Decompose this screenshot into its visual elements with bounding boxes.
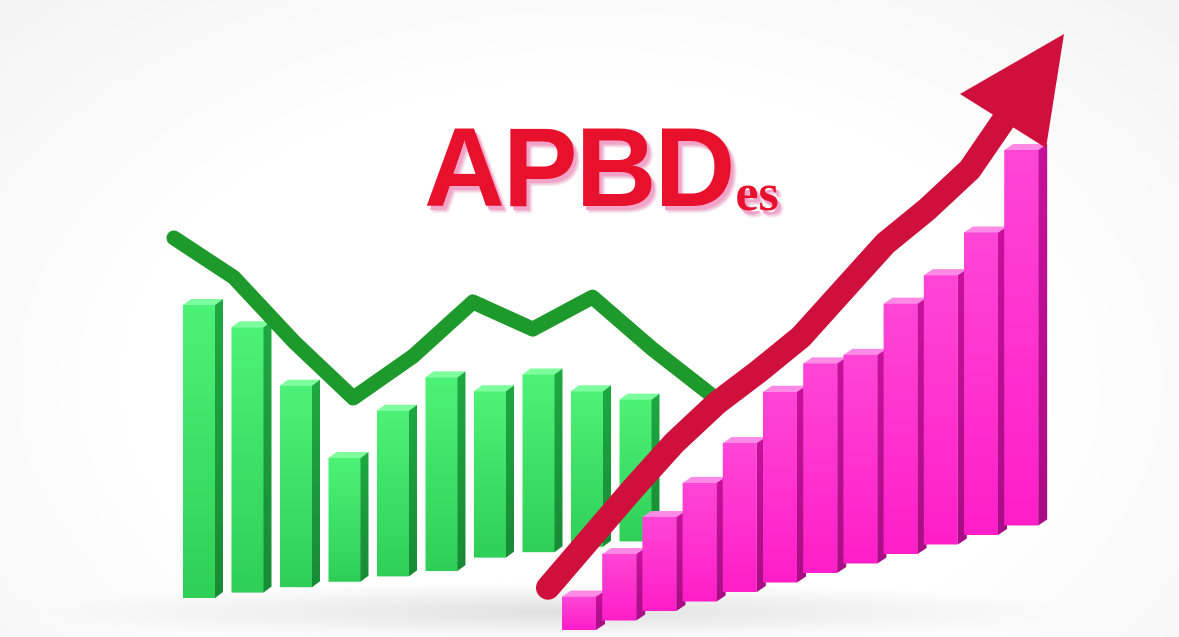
title-suffix: es: [735, 165, 779, 222]
pink-bar: [642, 510, 686, 611]
pink-bar: [602, 547, 646, 621]
green-bar: [474, 385, 514, 558]
page-title: APBDes: [424, 112, 779, 224]
pink-bar: [1004, 144, 1048, 526]
title-main: APBD: [424, 105, 735, 230]
pink-bar: [803, 357, 847, 573]
floor-shadow: [40, 582, 1080, 637]
pink-bar: [843, 348, 887, 564]
pink-bar: [722, 437, 766, 592]
green-bar: [522, 368, 563, 553]
pink-bar: [682, 476, 726, 602]
green-bar: [183, 299, 223, 598]
pink-bar: [883, 297, 927, 554]
green-bar-group: [183, 299, 660, 598]
pink-bar: [763, 385, 806, 583]
pink-bar: [964, 226, 1007, 535]
green-bar: [328, 452, 369, 582]
green-bar: [280, 379, 320, 588]
green-bar: [231, 321, 272, 593]
red-trend-arrow: [536, 96, 1024, 600]
pink-bar: [562, 590, 605, 630]
red-arrowhead: [960, 34, 1064, 148]
pink-bar: [923, 269, 967, 545]
green-bar: [377, 404, 417, 577]
green-bar: [425, 371, 466, 571]
pink-bar-group: [562, 144, 1048, 630]
green-trend-line: [166, 230, 720, 406]
